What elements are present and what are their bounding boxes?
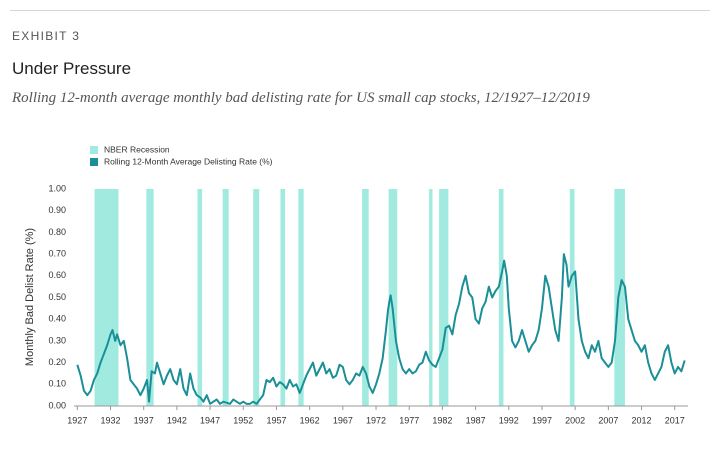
recession-band [429, 189, 433, 406]
x-tick-label: 2017 [665, 415, 685, 425]
x-tick-label: 1942 [167, 415, 187, 425]
recession-band [388, 189, 398, 406]
recession-band [253, 189, 260, 406]
recession-band [222, 189, 229, 406]
exhibit-label: EXHIBIT 3 [12, 29, 81, 43]
recession-band [298, 189, 304, 406]
recession-band [280, 189, 286, 406]
x-tick-label: 1947 [200, 415, 220, 425]
chart-title: Under Pressure [12, 59, 132, 78]
recession-band [197, 189, 203, 406]
recession-band [146, 189, 154, 406]
y-tick-label: 0.40 [48, 314, 66, 324]
y-tick-label: 0.30 [48, 335, 66, 345]
y-tick-label: 0.90 [48, 205, 66, 215]
legend-swatch [90, 158, 98, 166]
data-line [76, 253, 686, 405]
x-tick-label: 2012 [632, 415, 652, 425]
x-tick-label: 1937 [134, 415, 154, 425]
y-tick-label: 0.80 [48, 227, 66, 237]
recession-band [439, 189, 449, 406]
x-tick-label: 1997 [532, 415, 552, 425]
x-tick-label: 1992 [499, 415, 519, 425]
x-tick-label: 1967 [333, 415, 353, 425]
y-tick-label: 0.60 [48, 270, 66, 280]
y-tick-label: 0.20 [48, 357, 66, 367]
recession-band [94, 189, 119, 406]
x-tick-label: 1962 [300, 415, 320, 425]
y-tick-label: 1.00 [48, 183, 66, 193]
y-tick-label: 0.10 [48, 379, 66, 389]
legend-label: NBER Recession [104, 144, 170, 154]
top-rule [10, 10, 710, 11]
x-tick-label: 1932 [100, 415, 120, 425]
legend-swatch [90, 146, 98, 154]
recession-band [498, 189, 504, 406]
x-tick-label: 1927 [67, 415, 87, 425]
x-tick-label: 2002 [565, 415, 585, 425]
recession-band [362, 189, 369, 406]
recession-band [614, 189, 625, 406]
chart-subtitle: Rolling 12-month average monthly bad del… [12, 90, 590, 106]
y-axis-label: Monthly Bad Delist Rate (%) [24, 228, 36, 366]
x-tick-label: 1977 [399, 415, 419, 425]
y-tick-label: 0.70 [48, 248, 66, 258]
x-tick-label: 1972 [366, 415, 386, 425]
x-tick-label: 1987 [466, 415, 486, 425]
x-tick-label: 1952 [233, 415, 253, 425]
y-tick-label: 0.50 [48, 292, 66, 302]
legend-label: Rolling 12-Month Average Delisting Rate … [104, 156, 273, 166]
x-tick-label: 1957 [266, 415, 286, 425]
x-tick-label: 1982 [432, 415, 452, 425]
x-tick-label: 2007 [598, 415, 618, 425]
y-tick-label: 0.00 [48, 400, 66, 410]
recession-band [569, 189, 575, 406]
